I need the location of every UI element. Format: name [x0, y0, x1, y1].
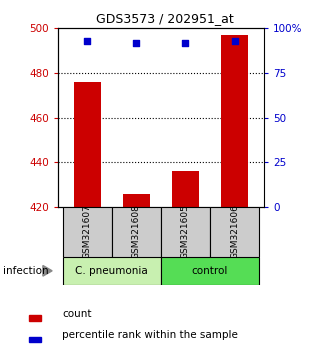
Polygon shape — [43, 266, 52, 276]
Bar — [63, 257, 161, 285]
Bar — [74, 82, 101, 207]
Text: GSM321606: GSM321606 — [230, 204, 239, 259]
Bar — [123, 194, 150, 207]
Bar — [29, 315, 41, 321]
Text: infection: infection — [3, 266, 49, 276]
Text: GDS3573 / 202951_at: GDS3573 / 202951_at — [96, 12, 234, 25]
Text: control: control — [192, 266, 228, 276]
Point — [232, 38, 237, 44]
Text: GSM321607: GSM321607 — [83, 204, 92, 259]
Point — [183, 40, 188, 45]
Point — [134, 40, 139, 45]
Text: GSM321605: GSM321605 — [181, 204, 190, 259]
Bar — [221, 35, 248, 207]
Text: GSM321608: GSM321608 — [132, 204, 141, 259]
Bar — [161, 257, 259, 285]
Bar — [210, 207, 259, 257]
Text: count: count — [62, 309, 91, 319]
Bar — [161, 207, 210, 257]
Point — [84, 38, 90, 44]
Bar — [29, 337, 41, 342]
Bar — [172, 171, 199, 207]
Text: percentile rank within the sample: percentile rank within the sample — [62, 330, 238, 340]
Text: C. pneumonia: C. pneumonia — [75, 266, 148, 276]
Bar — [112, 207, 161, 257]
Bar — [63, 207, 112, 257]
